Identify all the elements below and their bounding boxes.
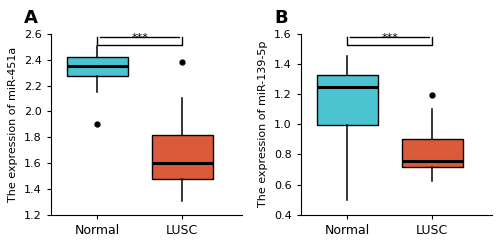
Bar — [152, 135, 213, 179]
Text: ***: *** — [132, 33, 148, 43]
Bar — [67, 57, 128, 76]
Bar — [317, 74, 378, 125]
Text: ***: *** — [382, 33, 398, 43]
Bar — [402, 139, 463, 167]
Text: A: A — [24, 9, 38, 27]
Y-axis label: The expression of miR-139-5p: The expression of miR-139-5p — [258, 41, 268, 208]
Text: B: B — [274, 9, 287, 27]
Y-axis label: The expression of miR-451a: The expression of miR-451a — [8, 47, 18, 202]
